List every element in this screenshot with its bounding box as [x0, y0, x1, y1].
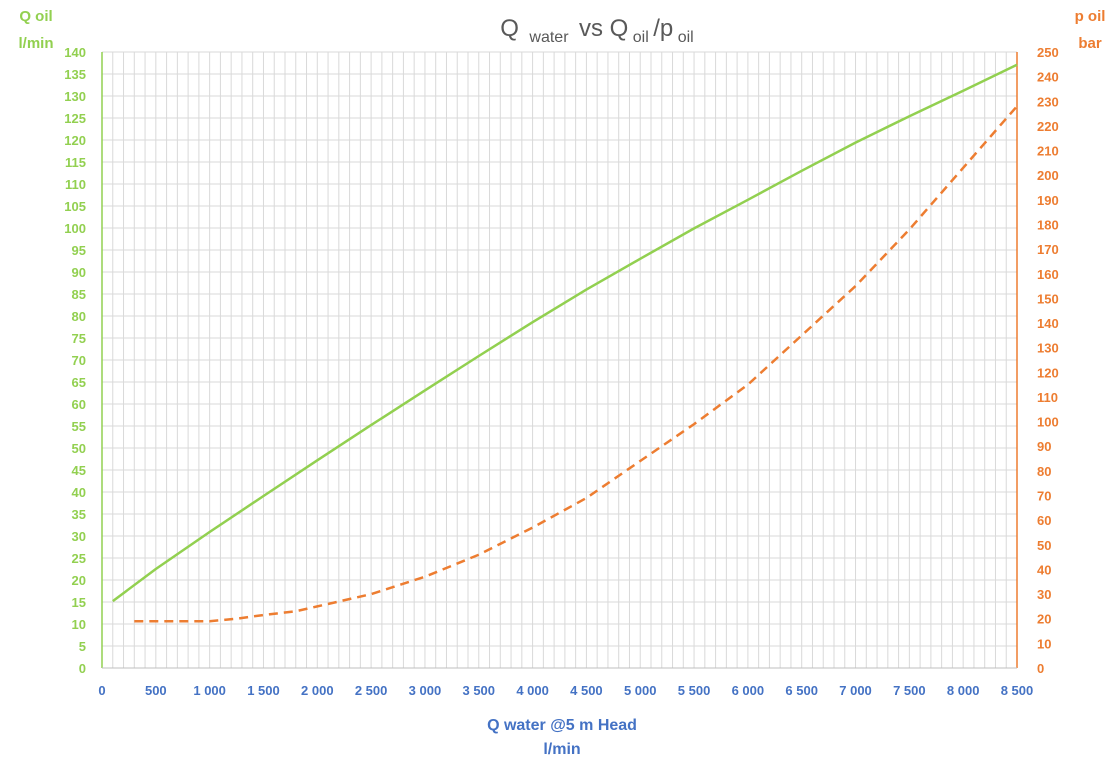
y-left-label-line-2: l/min — [18, 35, 53, 52]
y-left-tick-label: 120 — [64, 133, 86, 148]
y-left-tick-label: 125 — [64, 111, 86, 126]
y-left-tick-label: 75 — [72, 331, 86, 346]
y-left-tick-label: 65 — [72, 375, 86, 390]
x-tick-label: 8 500 — [1001, 683, 1034, 698]
axes — [101, 52, 1018, 669]
x-tick-label: 2 500 — [355, 683, 388, 698]
x-tick-label: 3 000 — [409, 683, 442, 698]
y-right-tick-label: 0 — [1037, 661, 1044, 676]
y-right-label-line-2: bar — [1078, 35, 1102, 52]
y-left-tick-label: 50 — [72, 441, 86, 456]
y-left-tick-label: 135 — [64, 67, 86, 82]
x-tick-label: 0 — [98, 683, 105, 698]
y-right-tick-label: 130 — [1037, 341, 1059, 356]
x-label-line-1: Q water @5 m Head — [487, 717, 637, 734]
y-right-tick-label: 20 — [1037, 612, 1051, 627]
y-left-tick-label: 0 — [79, 661, 86, 676]
y-left-tick-label: 95 — [72, 243, 86, 258]
y-left-tick-label: 40 — [72, 485, 86, 500]
y-left-label-line-1: Q oil — [19, 8, 52, 25]
title-q: Q — [500, 15, 519, 42]
y-left-tick-label: 115 — [65, 155, 86, 170]
y-right-tick-label: 10 — [1037, 636, 1051, 651]
title-water-subscript: water — [528, 29, 569, 46]
gridlines — [102, 51, 1017, 668]
x-tick-label: 500 — [145, 683, 167, 698]
y-right-tick-label: 160 — [1037, 267, 1059, 282]
y-right-tick-label: 210 — [1037, 144, 1059, 159]
y-right-tick-label: 140 — [1037, 316, 1059, 331]
y-right-tick-label: 60 — [1037, 513, 1051, 528]
y-right-tick-label: 90 — [1037, 439, 1051, 454]
y-left-tick-label: 35 — [72, 507, 86, 522]
y-right-tick-label: 40 — [1037, 562, 1051, 577]
x-tick-label: 3 500 — [462, 683, 495, 698]
y-right-tick-label: 250 — [1037, 45, 1059, 60]
y-left-tick-label: 45 — [72, 463, 86, 478]
y-right-tick-label: 230 — [1037, 94, 1059, 109]
y-left-tick-label: 10 — [72, 617, 86, 632]
x-tick-label: 5 000 — [624, 683, 657, 698]
y-left-tick-label: 25 — [72, 551, 86, 566]
y-left-tick-label: 90 — [72, 265, 86, 280]
x-tick-label: 2 000 — [301, 683, 334, 698]
y-right-tick-label: 120 — [1037, 365, 1059, 380]
y-right-tick-label: 170 — [1037, 242, 1059, 257]
tick-labels: 0 5 10 15 20 25 30 35 40 45 50 55 60 65 70 75 80 85 90 95 10… — [64, 45, 1058, 698]
y-left-tick-label: 140 — [64, 45, 86, 60]
y-right-tick-label: 180 — [1037, 217, 1059, 232]
title-slash-p: /p — [653, 15, 673, 42]
y-left-tick-label: 15 — [72, 595, 86, 610]
y-right-tick-label: 30 — [1037, 587, 1051, 602]
y-right-tick-label: 70 — [1037, 489, 1051, 504]
y-left-tick-label: 100 — [64, 221, 86, 236]
title-oil-subscript-2: oil — [678, 29, 694, 46]
y-left-tick-label: 55 — [72, 419, 86, 434]
series-line-q-oil — [112, 63, 1018, 603]
y-right-tick-label: 220 — [1037, 119, 1059, 134]
y-left-tick-label: 80 — [72, 309, 86, 324]
x-tick-label: 4 500 — [570, 683, 603, 698]
y-right-tick-label: 240 — [1037, 70, 1059, 85]
series-line-p-oil — [134, 105, 1018, 623]
x-tick-label: 7 500 — [893, 683, 926, 698]
y-left-tick-label: 5 — [79, 639, 86, 654]
x-tick-label: 5 500 — [678, 683, 711, 698]
y-right-tick-label: 50 — [1037, 538, 1051, 553]
chart-title: Q water vs Q oil /p oil — [500, 15, 693, 46]
x-tick-label: 1 500 — [247, 683, 280, 698]
y-right-tick-label: 200 — [1037, 168, 1059, 183]
y-left-tick-label: 20 — [72, 573, 86, 588]
y-left-tick-label: 110 — [65, 177, 86, 192]
y-right-tick-label: 190 — [1037, 193, 1059, 208]
x-tick-label: 1 000 — [193, 683, 226, 698]
y-right-tick-label: 80 — [1037, 464, 1051, 479]
y-right-label-line-1: p oil — [1075, 8, 1106, 25]
title-vs: vs Q — [579, 15, 628, 42]
x-tick-label: 6 500 — [785, 683, 818, 698]
y-right-tick-label: 150 — [1037, 291, 1059, 306]
y-left-tick-label: 105 — [64, 199, 86, 214]
y-right-tick-label: 100 — [1037, 415, 1059, 430]
title-oil-subscript-1: oil — [633, 29, 649, 46]
x-tick-label: 6 000 — [732, 683, 765, 698]
y-left-tick-label: 70 — [72, 353, 86, 368]
x-tick-label: 7 000 — [839, 683, 872, 698]
x-tick-label: 8 000 — [947, 683, 980, 698]
series — [112, 63, 1018, 623]
y-left-tick-label: 130 — [64, 89, 86, 104]
y-left-tick-label: 60 — [72, 397, 86, 412]
y-right-tick-label: 110 — [1037, 390, 1058, 405]
y-left-tick-label: 85 — [72, 287, 86, 302]
y-left-tick-label: 30 — [72, 529, 86, 544]
x-label-line-2: l/min — [543, 741, 580, 758]
x-tick-label: 4 000 — [516, 683, 549, 698]
